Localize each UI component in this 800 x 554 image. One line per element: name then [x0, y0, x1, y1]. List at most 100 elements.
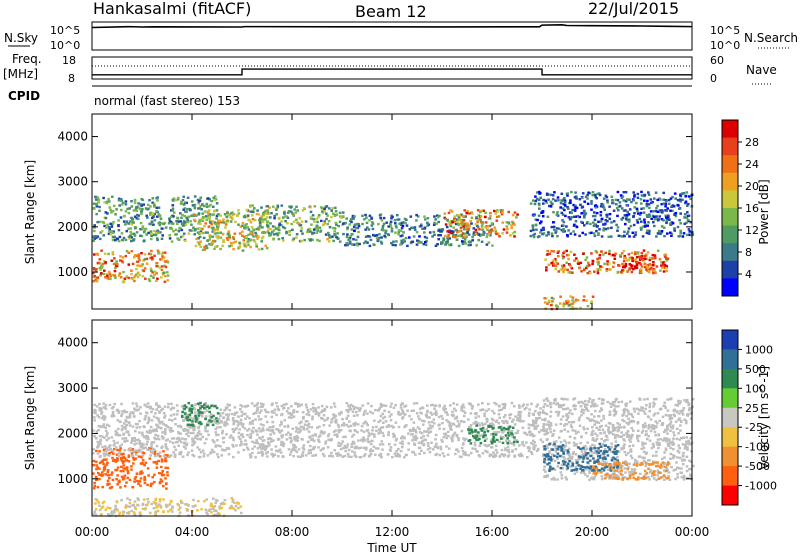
heatmap-cell — [255, 403, 258, 407]
heatmap-cell — [628, 268, 631, 271]
heatmap-cell — [420, 432, 424, 435]
heatmap-cell — [557, 227, 561, 230]
heatmap-cell — [574, 298, 578, 301]
heatmap-cell — [623, 235, 626, 238]
heatmap-cell — [387, 233, 390, 237]
heatmap-cell — [563, 208, 566, 212]
heatmap-cell — [446, 413, 449, 416]
heatmap-cell — [133, 480, 136, 483]
heatmap-cell — [641, 429, 645, 432]
heatmap-cell — [149, 431, 152, 434]
heatmap-cell — [639, 226, 643, 229]
heatmap-cell — [247, 228, 251, 231]
heatmap-cell — [276, 227, 280, 231]
heatmap-cell — [246, 433, 249, 437]
heatmap-cell — [387, 425, 391, 428]
heatmap-cell — [535, 417, 538, 420]
heatmap-cell — [414, 429, 417, 432]
heatmap-cell — [113, 269, 117, 273]
heatmap-cell — [227, 413, 231, 416]
heatmap-cell — [421, 227, 424, 230]
heatmap-cell — [642, 410, 646, 413]
heatmap-cell — [426, 404, 429, 407]
heatmap-cell — [136, 276, 140, 279]
heatmap-cell — [667, 198, 671, 202]
heatmap-cell — [251, 430, 254, 434]
heatmap-cell — [626, 270, 629, 273]
heatmap-cell — [120, 208, 123, 212]
heatmap-cell — [133, 443, 136, 446]
heatmap-cell — [603, 208, 606, 211]
heatmap-cell — [130, 465, 133, 468]
heatmap-cell — [170, 227, 173, 231]
heatmap-cell — [353, 446, 357, 449]
heatmap-cell — [423, 438, 427, 441]
heatmap-cell — [346, 410, 350, 413]
heatmap-cell — [156, 453, 160, 456]
heatmap-cell — [569, 295, 572, 298]
heatmap-cell — [257, 248, 261, 251]
heatmap-cell — [183, 221, 187, 224]
heatmap-cell — [206, 231, 209, 234]
heatmap-cell — [156, 277, 159, 280]
heatmap-cell — [434, 218, 437, 221]
heatmap-cell — [206, 423, 209, 427]
heatmap-cell — [172, 437, 176, 440]
heatmap-cell — [534, 199, 538, 203]
heatmap-cell — [485, 417, 488, 421]
heatmap-cell — [355, 445, 358, 448]
heatmap-cell — [175, 220, 178, 223]
heatmap-cell — [184, 201, 187, 204]
heatmap-cell — [208, 198, 211, 201]
heatmap-cell — [588, 231, 591, 235]
heatmap-cell — [582, 428, 586, 431]
heatmap-cell — [546, 399, 550, 403]
heatmap-cell — [453, 215, 456, 218]
heatmap-cell — [248, 422, 252, 425]
heatmap-cell — [374, 453, 377, 456]
heatmap-cell — [370, 224, 374, 227]
heatmap-cell — [302, 428, 306, 431]
heatmap-cell — [650, 266, 653, 270]
heatmap-cell — [583, 209, 586, 212]
heatmap-cell — [195, 214, 199, 217]
heatmap-cell — [164, 482, 168, 486]
heatmap-cell — [463, 237, 467, 241]
heatmap-cell — [479, 409, 482, 412]
heatmap-cell — [627, 220, 631, 223]
heatmap-cell — [134, 453, 138, 456]
heatmap-cell — [394, 454, 398, 458]
heatmap-cell — [559, 422, 563, 426]
heatmap-cell — [285, 230, 288, 234]
heatmap-cell — [255, 212, 259, 216]
heatmap-cell — [463, 228, 466, 231]
heatmap-cell — [434, 438, 437, 441]
heatmap-cell — [508, 440, 511, 443]
heatmap-cell — [482, 408, 485, 411]
heatmap-cell — [271, 428, 275, 432]
heatmap-cell — [685, 398, 689, 402]
heatmap-cell — [426, 410, 429, 414]
heatmap-cell — [627, 253, 631, 256]
heatmap-cell — [96, 235, 99, 238]
heatmap-cell — [622, 446, 626, 450]
heatmap-cell — [94, 409, 97, 412]
heatmap-cell — [136, 217, 140, 221]
heatmap-cell — [146, 483, 149, 487]
heatmap-cell — [496, 232, 500, 236]
heatmap-cell — [480, 224, 484, 227]
heatmap-cell — [247, 218, 250, 222]
heatmap-cell — [450, 231, 453, 234]
heatmap-cell — [136, 271, 140, 274]
heatmap-cell — [259, 217, 262, 220]
power-ylabel: Slant Range [km] — [23, 160, 37, 264]
heatmap-cell — [266, 451, 269, 454]
heatmap-cell — [475, 216, 478, 219]
heatmap-cell — [212, 414, 215, 418]
heatmap-cell — [346, 243, 349, 247]
heatmap-cell — [146, 203, 150, 207]
heatmap-cell — [477, 238, 480, 242]
heatmap-cell — [498, 235, 501, 238]
heatmap-cell — [585, 265, 589, 268]
